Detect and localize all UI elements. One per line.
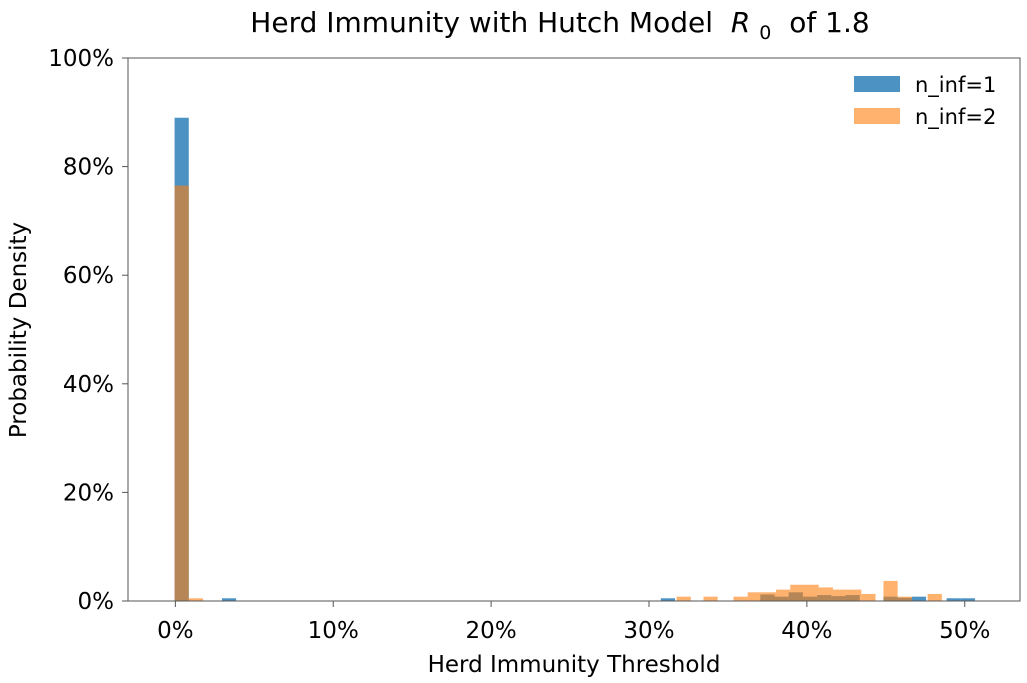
bar-series2-17: [927, 593, 942, 601]
bar-series2-10: [804, 584, 819, 601]
bar-series2-16: [897, 596, 912, 601]
x-tick-label-2: 10%: [308, 618, 359, 644]
legend: n_inf=1 n_inf=2: [854, 73, 996, 130]
y-tick-label-3: 40%: [63, 372, 114, 398]
plot-frame: [127, 57, 1021, 602]
bar-series2-1: [174, 185, 189, 602]
bar-series2-11: [818, 587, 833, 601]
y-tick-label-6: 100%: [48, 46, 114, 72]
x-tick-label-6: 50%: [939, 618, 990, 644]
x-tick-label-1: 0%: [157, 618, 194, 644]
bar-series2-5: [733, 596, 748, 601]
bar-series2-12: [832, 589, 848, 601]
x-tick-label-5: 40%: [781, 618, 832, 644]
bar-series1-2: [221, 598, 237, 601]
bar-series2-6: [747, 592, 762, 601]
bar-series1-13: [911, 596, 927, 601]
y-tick-label-5: 80%: [63, 155, 114, 181]
bar-series2-9: [790, 584, 805, 601]
bar-series1-15: [960, 598, 976, 601]
bar-series1-3: [660, 598, 676, 601]
bar-series2-8: [776, 589, 791, 601]
x-axis-label: Herd Immunity Threshold: [428, 652, 721, 678]
chart-title: Herd Immunity with Hutch Model R 0 of 1.…: [250, 6, 869, 46]
x-tick-label-3: 20%: [466, 618, 517, 644]
y-tick-label-4: 60%: [63, 263, 114, 289]
legend-swatch-1: [854, 76, 900, 92]
bar-series2-2: [188, 598, 203, 601]
bar-series2-13: [847, 589, 862, 601]
chart-title-text: Herd Immunity with Hutch Model: [250, 6, 713, 39]
chart-title-subscript: 0: [759, 22, 771, 44]
x-tick-label-4: 30%: [623, 618, 674, 644]
bar-series2-4: [703, 596, 718, 601]
y-tick-label-2: 20%: [63, 480, 114, 506]
bar-series1-14: [946, 598, 961, 601]
legend-label-1: n_inf=1: [915, 73, 996, 98]
bar-series2-3: [676, 596, 691, 601]
bar-series2-7: [761, 592, 777, 601]
y-tick-label-1: 0%: [78, 589, 115, 615]
y-axis-label: Probability Density: [6, 222, 32, 438]
chart-title-symbol: R: [731, 6, 750, 39]
axes-layer: 0% 10% 20% 30% 40% 50% 0% 20% 40% 60% 80% 100%: [48, 46, 1021, 644]
bars-layer: [174, 117, 976, 602]
legend-label-2: n_inf=2: [915, 105, 996, 130]
bar-series2-15: [883, 580, 898, 601]
bar-series2-14: [861, 593, 876, 601]
legend-swatch-2: [854, 108, 900, 124]
chart-title-suffix: of 1.8: [789, 6, 869, 39]
